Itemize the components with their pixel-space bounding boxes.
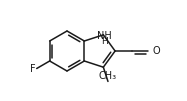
Text: H: H: [101, 37, 108, 46]
Text: CH₃: CH₃: [99, 71, 117, 81]
Text: F: F: [30, 64, 36, 74]
Text: O: O: [152, 46, 160, 56]
Text: NH: NH: [97, 31, 112, 41]
